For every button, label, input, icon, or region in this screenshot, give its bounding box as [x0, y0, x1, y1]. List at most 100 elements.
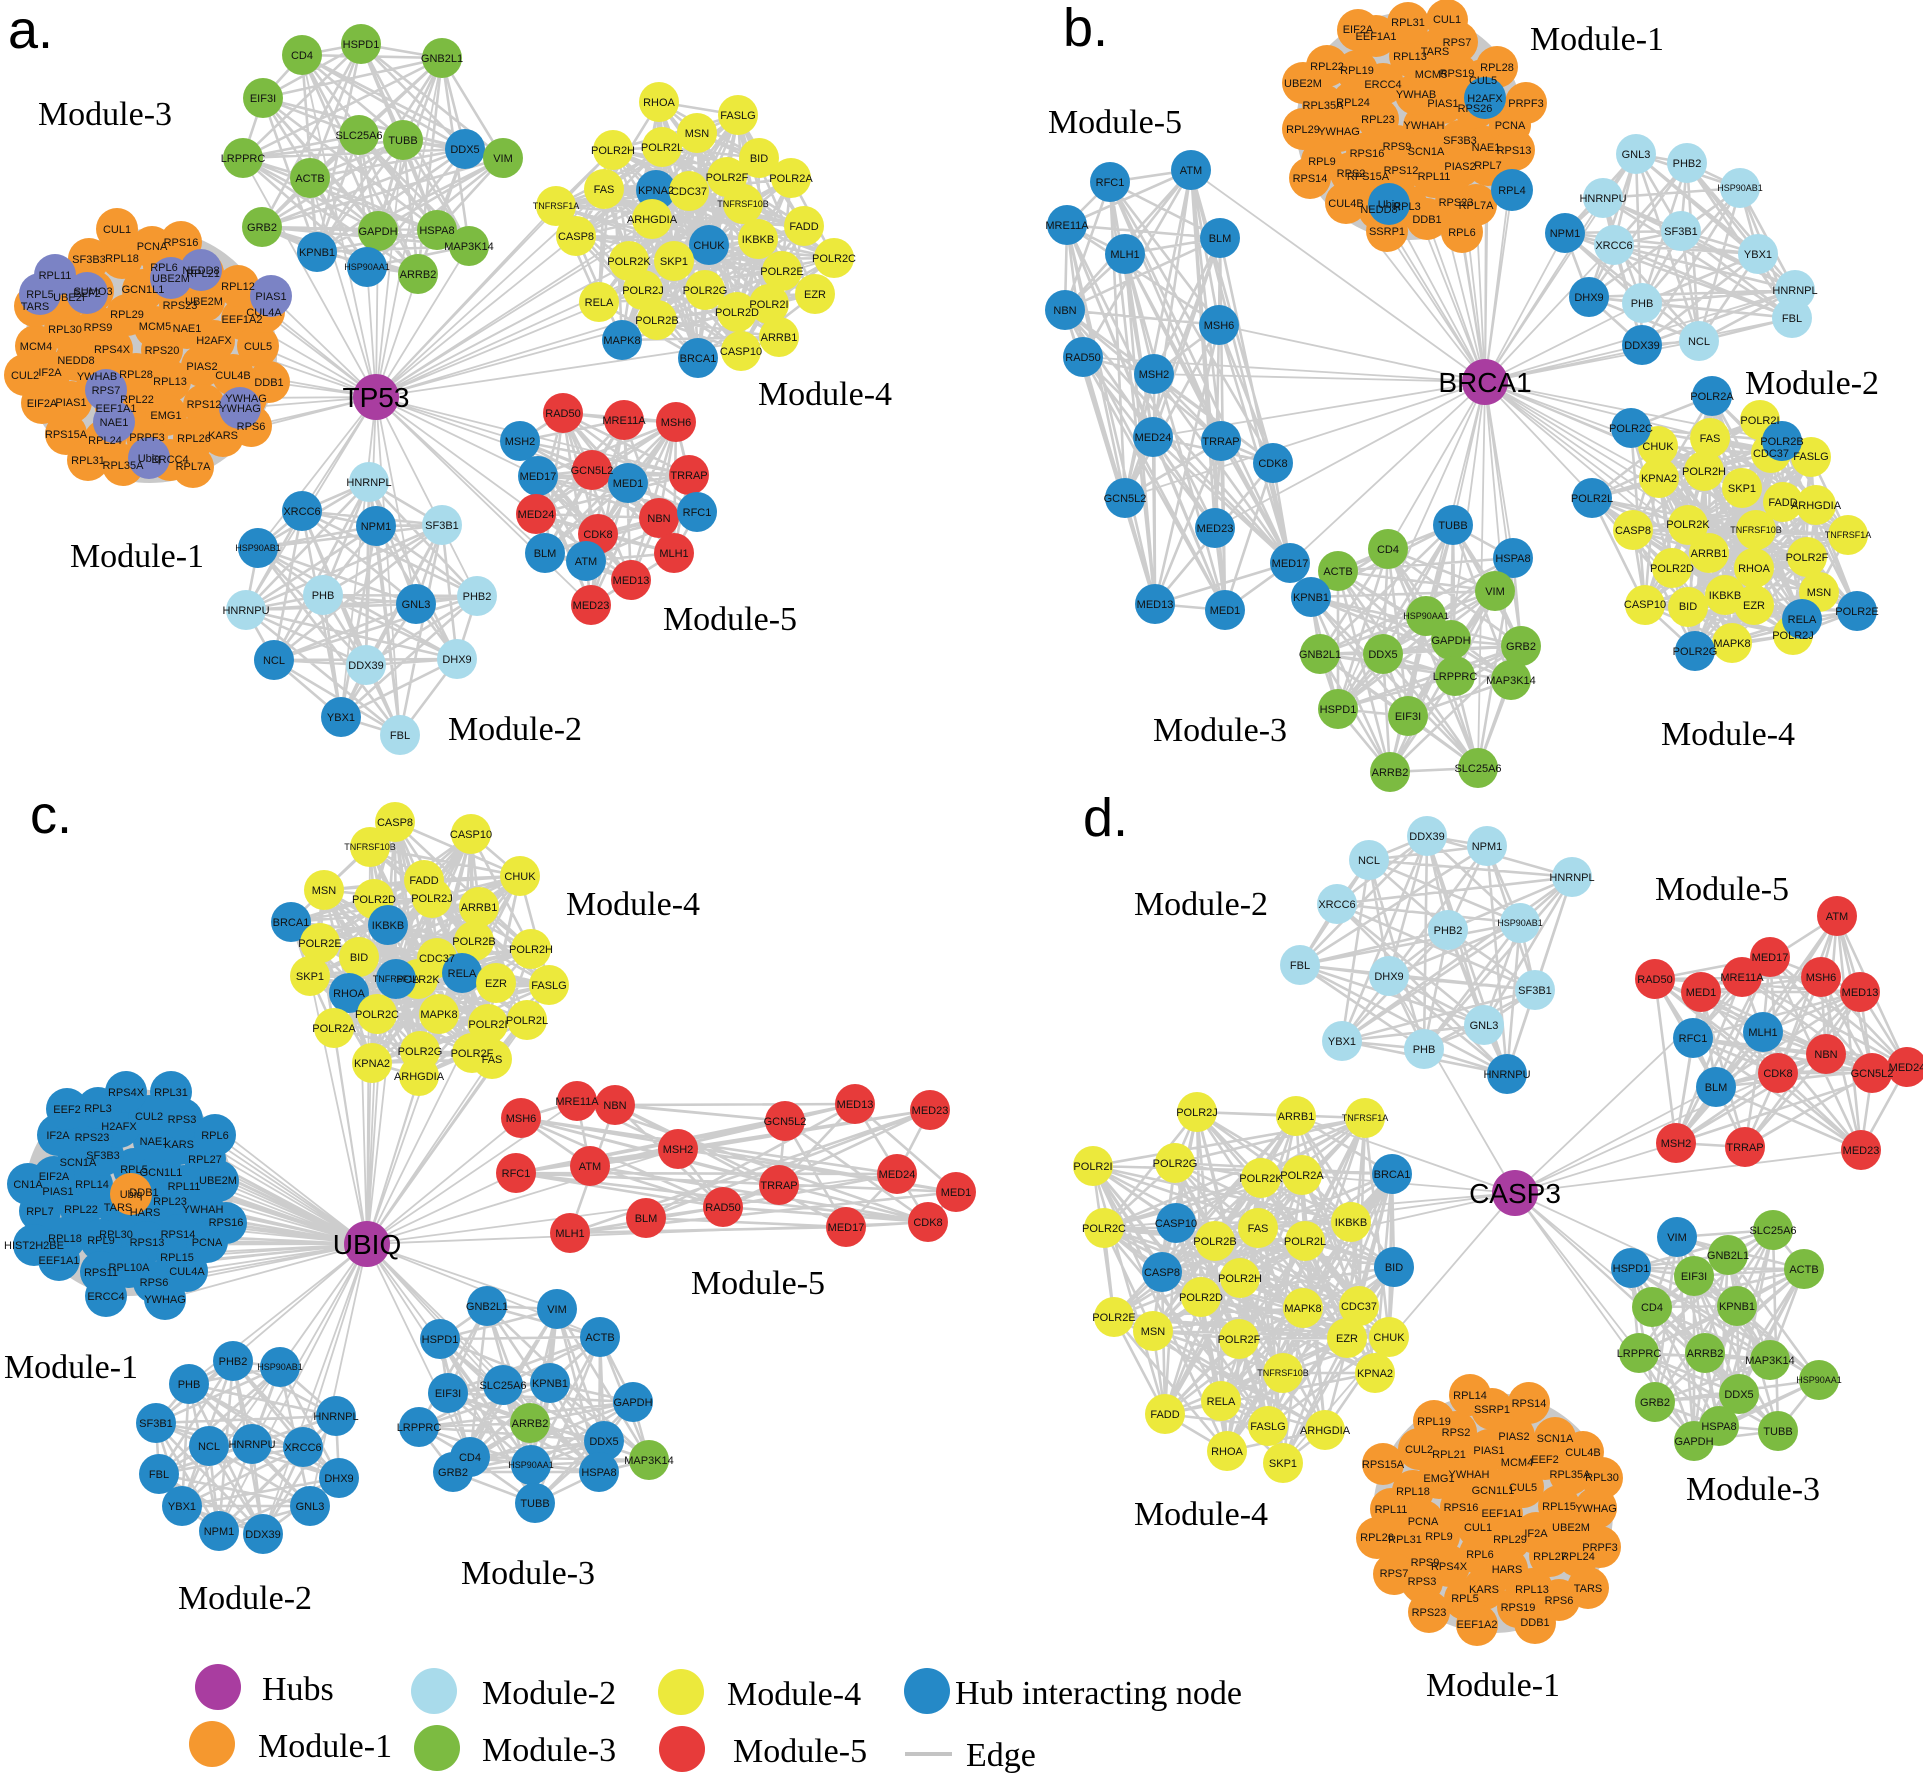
- svg-text:RPL18: RPL18: [105, 253, 139, 265]
- svg-text:DDB1: DDB1: [129, 1187, 158, 1199]
- svg-text:KPNB1: KPNB1: [299, 247, 335, 259]
- svg-text:EEF1A1: EEF1A1: [39, 1255, 80, 1267]
- svg-text:RPL9: RPL9: [1308, 156, 1336, 168]
- svg-text:SLC25A6: SLC25A6: [335, 130, 382, 142]
- svg-text:Hubs: Hubs: [262, 1671, 334, 1708]
- svg-text:Module-1: Module-1: [4, 1349, 138, 1386]
- svg-text:KPNA2: KPNA2: [1357, 1368, 1393, 1380]
- svg-text:PIAS2: PIAS2: [1498, 1431, 1529, 1443]
- svg-text:RPL31: RPL31: [71, 455, 105, 467]
- svg-text:CUL5: CUL5: [1509, 1482, 1537, 1494]
- svg-text:POLR2K: POLR2K: [607, 256, 651, 268]
- svg-text:RPL27: RPL27: [188, 1154, 222, 1166]
- svg-text:HNRNPU: HNRNPU: [228, 1439, 275, 1451]
- svg-text:RPL30: RPL30: [1585, 1472, 1619, 1484]
- svg-text:MAP3K14: MAP3K14: [1486, 675, 1536, 687]
- svg-text:DHX9: DHX9: [1574, 292, 1603, 304]
- svg-text:GAPDH: GAPDH: [613, 1397, 652, 1409]
- svg-text:ARRB2: ARRB2: [400, 269, 437, 281]
- svg-text:KARS: KARS: [164, 1139, 194, 1151]
- svg-text:Module-2: Module-2: [1745, 365, 1879, 402]
- svg-text:CDK8: CDK8: [583, 529, 612, 541]
- svg-text:PIAS1: PIAS1: [255, 291, 286, 303]
- svg-text:RFC1: RFC1: [1096, 177, 1125, 189]
- svg-text:c.: c.: [30, 785, 72, 845]
- svg-text:MED24: MED24: [1135, 432, 1172, 444]
- svg-text:BRCA1: BRCA1: [1438, 367, 1531, 398]
- svg-text:EIF3I: EIF3I: [1395, 711, 1421, 723]
- svg-text:RPS23: RPS23: [1412, 1607, 1447, 1619]
- svg-text:RPL29: RPL29: [1286, 124, 1320, 136]
- svg-text:DDX5: DDX5: [589, 1436, 618, 1448]
- svg-text:SF3B3: SF3B3: [86, 1150, 120, 1162]
- svg-text:MSN: MSN: [312, 885, 337, 897]
- svg-text:UBE2I: UBE2I: [53, 292, 85, 304]
- svg-text:MCM4: MCM4: [1501, 1457, 1533, 1469]
- svg-text:ARRB2: ARRB2: [1687, 1348, 1724, 1360]
- svg-text:PRPF3: PRPF3: [1508, 98, 1543, 110]
- svg-text:RPL22: RPL22: [64, 1204, 98, 1216]
- svg-text:FADD: FADD: [1768, 497, 1797, 509]
- svg-text:RPS23: RPS23: [1439, 197, 1474, 209]
- svg-text:KPNB1: KPNB1: [1293, 592, 1329, 604]
- svg-text:POLR2B: POLR2B: [1760, 436, 1803, 448]
- svg-text:Module-4: Module-4: [566, 886, 700, 923]
- svg-text:RPL35A: RPL35A: [1550, 1469, 1592, 1481]
- svg-text:POLR2F: POLR2F: [1786, 552, 1829, 564]
- svg-text:HSP90AA1: HSP90AA1: [344, 262, 390, 272]
- svg-text:NEDD8: NEDD8: [182, 265, 219, 277]
- svg-text:FAS: FAS: [594, 184, 615, 196]
- svg-text:Module-3: Module-3: [1153, 712, 1287, 749]
- svg-text:CUL4B: CUL4B: [1565, 1447, 1600, 1459]
- svg-text:RPL15: RPL15: [1542, 1501, 1576, 1513]
- svg-text:TARS: TARS: [1574, 1583, 1603, 1595]
- svg-text:Module-2: Module-2: [482, 1675, 616, 1712]
- svg-text:MSH6: MSH6: [1204, 320, 1235, 332]
- svg-text:POLR2G: POLR2G: [398, 1046, 443, 1058]
- svg-text:RPS3: RPS3: [168, 1114, 197, 1126]
- svg-text:RPL35A: RPL35A: [1303, 100, 1345, 112]
- svg-text:RPL13: RPL13: [153, 376, 187, 388]
- svg-text:LRPPRC: LRPPRC: [221, 153, 266, 165]
- svg-text:RPS14: RPS14: [1512, 1398, 1547, 1410]
- svg-text:MED24: MED24: [879, 1169, 916, 1181]
- svg-text:Hub interacting node: Hub interacting node: [955, 1675, 1242, 1712]
- svg-text:EMG1: EMG1: [150, 410, 181, 422]
- svg-text:DDX5: DDX5: [1724, 1389, 1753, 1401]
- svg-text:HSP90AA1: HSP90AA1: [1403, 611, 1449, 621]
- svg-text:TNFRSF10B: TNFRSF10B: [1257, 1368, 1309, 1378]
- svg-text:RPL30: RPL30: [99, 1229, 133, 1241]
- svg-text:MED1: MED1: [1686, 987, 1717, 999]
- svg-text:CASP3: CASP3: [1469, 1178, 1561, 1209]
- svg-text:RPS6: RPS6: [1545, 1595, 1574, 1607]
- svg-text:FAS: FAS: [482, 1054, 503, 1066]
- svg-text:GNL3: GNL3: [1622, 149, 1651, 161]
- svg-text:HSPD1: HSPD1: [422, 1334, 459, 1346]
- svg-text:PIAS1: PIAS1: [1427, 98, 1458, 110]
- svg-text:RPL21: RPL21: [1432, 1449, 1466, 1461]
- svg-text:ARRB2: ARRB2: [1372, 767, 1409, 779]
- svg-text:MLH1: MLH1: [555, 1228, 584, 1240]
- svg-text:MSN: MSN: [1807, 587, 1832, 599]
- svg-text:RPL29: RPL29: [110, 309, 144, 321]
- svg-text:CUL1: CUL1: [1464, 1522, 1492, 1534]
- svg-text:CASP10: CASP10: [720, 346, 762, 358]
- svg-text:RPS11: RPS11: [84, 1267, 118, 1279]
- svg-text:KPNA2: KPNA2: [638, 185, 674, 197]
- svg-text:PCNA: PCNA: [1495, 120, 1526, 132]
- svg-text:Module-3: Module-3: [1686, 1471, 1820, 1508]
- svg-text:DHX9: DHX9: [442, 654, 471, 666]
- svg-text:RPL28: RPL28: [119, 369, 153, 381]
- svg-text:RPL15: RPL15: [160, 1252, 194, 1264]
- svg-text:MED1: MED1: [1210, 605, 1241, 617]
- svg-text:MED23: MED23: [1843, 1145, 1880, 1157]
- svg-text:BLM: BLM: [1705, 1082, 1728, 1094]
- svg-text:RAD50: RAD50: [545, 408, 580, 420]
- svg-text:Module-1: Module-1: [258, 1728, 392, 1765]
- svg-text:RPS15A: RPS15A: [45, 429, 88, 441]
- svg-text:CUL5: CUL5: [1469, 75, 1497, 87]
- svg-text:PHB: PHB: [1413, 1044, 1436, 1056]
- svg-text:RPS14: RPS14: [161, 1229, 196, 1241]
- svg-text:NCL: NCL: [1358, 855, 1380, 867]
- svg-text:RAD50: RAD50: [1065, 352, 1100, 364]
